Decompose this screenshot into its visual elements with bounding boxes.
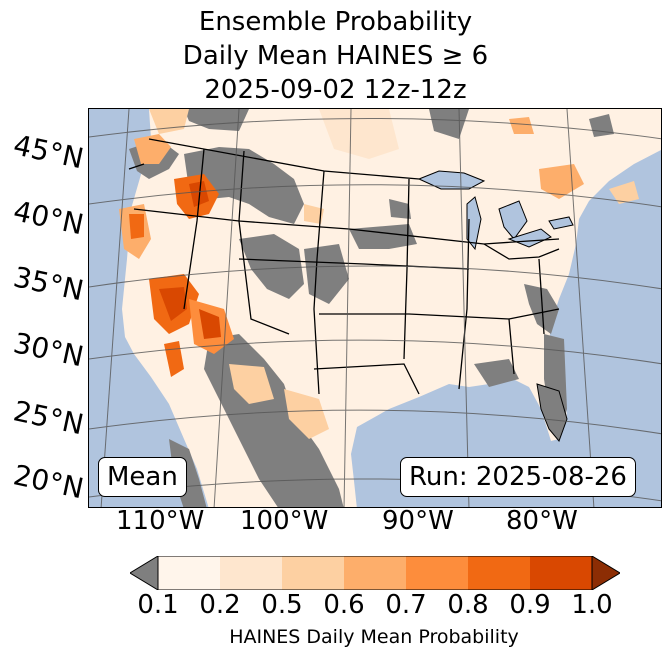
colorbar [130,556,620,590]
colorbar-tick-label: 1.0 [571,590,613,620]
great-lakes [417,170,574,251]
florida [536,383,568,442]
lon-label-110: 110°W [116,506,205,536]
colorbar-bins [158,556,592,590]
lat-label-20: 20°N [10,458,87,506]
map-title-line2: Daily Mean HAINES ≥ 6 [182,41,489,71]
lon-label-80: 80°W [506,506,578,536]
map-title-line1: Ensemble Probability [198,7,473,37]
colorbar-tick-label: 0.1 [137,590,179,620]
lat-label-25: 25°N [10,394,87,442]
lat-label-40: 40°N [10,194,87,242]
run-label-box: Run: 2025-08-26 [400,457,636,497]
lat-label-45: 45°N [10,128,87,176]
lon-label-100: 100°W [240,506,329,536]
colorbar-bin [530,556,592,590]
colorbar-tick-label: 0.7 [385,590,427,620]
colorbar-tick-label: 0.9 [509,590,551,620]
colorbar-tick-label: 0.6 [323,590,365,620]
lat-label-35: 35°N [10,260,87,308]
colorbar-tick-label: 0.5 [261,590,303,620]
colorbar-tick-label: 0.8 [447,590,489,620]
map-canvas [89,109,661,507]
probability-map [88,108,662,508]
colorbar-bin [344,556,406,590]
colorbar-bin [158,556,220,590]
colorbar-label: HAINES Daily Mean Probability [229,626,519,648]
colorbar-bin [468,556,530,590]
lon-label-90: 90°W [382,506,454,536]
colorbar-under-arrow [130,556,159,590]
colorbar-over-arrow [591,556,620,590]
colorbar-tick-label: 0.2 [199,590,241,620]
colorbar-frame [157,556,593,590]
map-title-line3: 2025-09-02 12z-12z [204,75,467,105]
colorbar-bin [282,556,344,590]
stat-label-box: Mean [98,457,187,497]
colorbar-bin [406,556,468,590]
colorbar-bin [220,556,282,590]
lat-label-30: 30°N [10,326,87,374]
graticule [89,109,661,507]
